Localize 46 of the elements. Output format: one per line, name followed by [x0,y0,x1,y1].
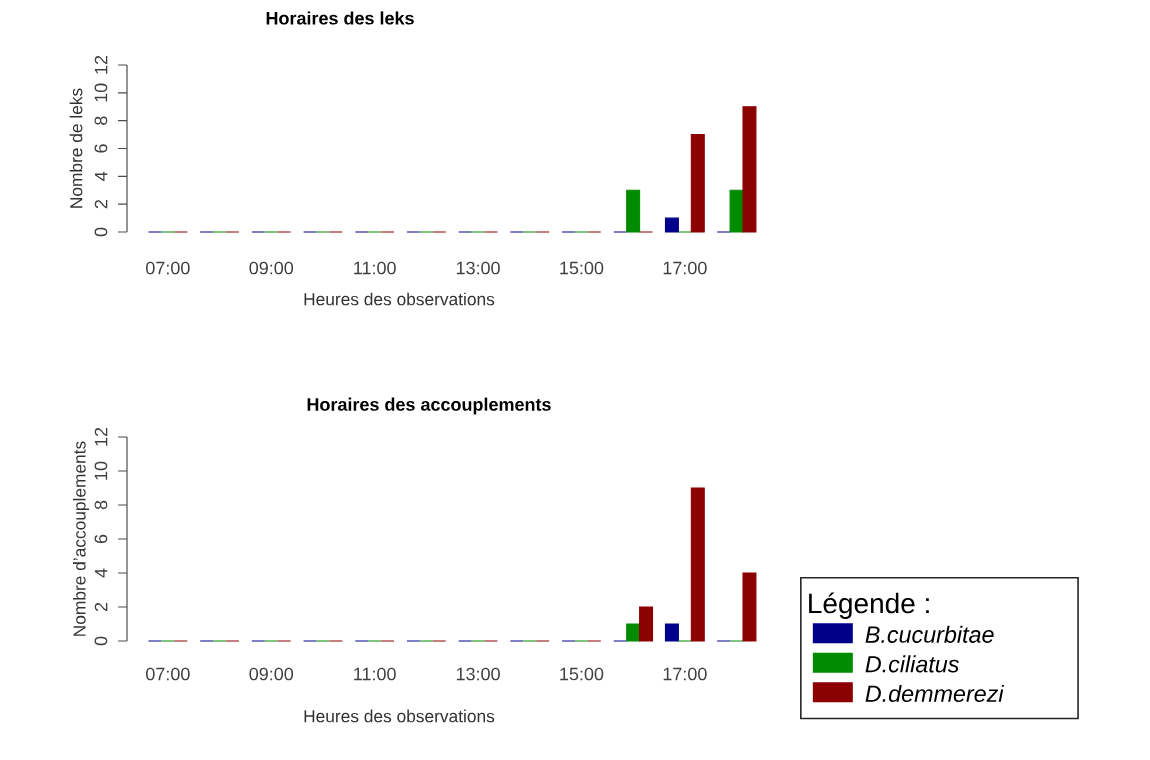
bar [626,189,641,233]
x-tick-label: 11:00 [354,667,396,681]
x-tick-label: 15:00 [560,667,604,681]
x-tick-label: 13:00 [456,261,500,275]
chart-title: Horaires des leks [266,11,414,25]
y-tick-label: 8 [94,500,108,510]
bar [742,106,757,233]
x-tick-label: 07:00 [146,667,190,681]
x-tick-label: 13:00 [456,667,500,681]
x-tick-label: 17:00 [663,667,707,681]
legend-label: D.demmerezi [865,684,1005,703]
y-tick-label: 12 [94,55,108,74]
y-tick-label: 6 [94,534,108,544]
y-tick-label: 8 [94,116,108,125]
chart-title: Horaires des accouplements [307,397,551,415]
bar [742,572,757,642]
y-tick-label: 10 [94,461,108,480]
legend-label: D.ciliatus [865,655,959,673]
y-tick-label: 12 [94,427,108,446]
bar [664,217,679,233]
x-tick-label: 09:00 [249,261,294,275]
y-tick-label: 6 [94,144,108,153]
x-axis-title: Heures des observations [304,709,495,723]
x-tick-label: 11:00 [354,261,396,275]
bar [639,606,654,642]
y-tick-label: 0 [94,636,108,646]
y-tick-label: 2 [94,602,108,612]
legend-title: Légende : [809,592,929,619]
bar [690,134,705,233]
x-axis-title: Heures des observations [304,292,495,306]
y-axis-title: Nombre d’accouplements [72,441,90,636]
y-tick-label: 10 [94,83,108,102]
bar [664,623,679,642]
y-axis-title: Nombre de leks [69,88,83,208]
y-tick-label: 4 [94,171,108,181]
bar [729,189,744,233]
bar [626,623,641,642]
x-tick-label: 17:00 [663,261,707,275]
x-tick-label: 07:00 [146,261,190,275]
x-tick-label: 15:00 [560,261,604,275]
y-tick-label: 4 [94,568,108,578]
x-tick-label: 09:00 [249,667,294,681]
bar [690,487,705,642]
y-tick-label: 0 [94,227,108,237]
legend-label: B.cucurbitae [865,625,994,643]
y-tick-label: 2 [94,200,108,209]
